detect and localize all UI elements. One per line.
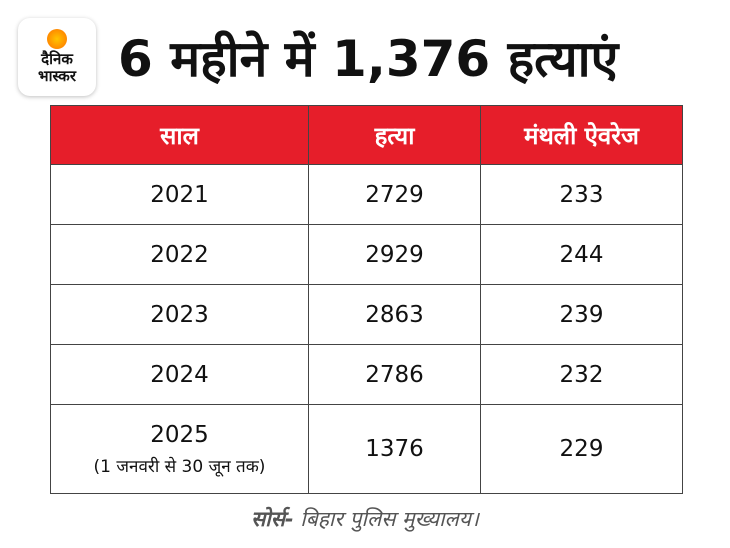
table-row: 2022 2929 244 — [50, 224, 683, 285]
table-row: 2023 2863 239 — [50, 284, 683, 345]
table-row: 2021 2729 233 — [50, 164, 683, 225]
source-text: बिहार पुलिस मुख्यालय। — [293, 507, 479, 531]
header-murders: हत्या — [308, 105, 481, 165]
dainik-bhaskar-logo: दैनिक भास्कर — [18, 18, 96, 96]
source-caption: सोर्स- बिहार पुलिस मुख्यालय। — [0, 505, 730, 533]
cell-average: 239 — [480, 284, 683, 345]
cell-murders: 2929 — [308, 224, 481, 285]
logo-line-1: दैनिक — [41, 50, 73, 68]
logo-line-2: भास्कर — [38, 67, 76, 85]
table-row: 2024 2786 232 — [50, 344, 683, 405]
date-range-note: (1 जनवरी से 30 जून तक) — [93, 456, 266, 477]
cell-murders: 2786 — [308, 344, 481, 405]
cell-average: 233 — [480, 164, 683, 225]
table-header-row: साल हत्या मंथली ऐवरेज — [50, 105, 683, 165]
cell-average: 244 — [480, 224, 683, 285]
cell-murders: 2863 — [308, 284, 481, 345]
cell-year: 2024 — [50, 344, 309, 405]
cell-year-with-note: 2025 (1 जनवरी से 30 जून तक) — [50, 404, 309, 494]
table-row: 2025 (1 जनवरी से 30 जून तक) 1376 229 — [50, 404, 683, 494]
header-year: साल — [50, 105, 309, 165]
source-label: सोर्स- — [251, 507, 294, 531]
sun-icon — [47, 29, 67, 49]
cell-murders: 1376 — [308, 404, 481, 494]
cell-average: 232 — [480, 344, 683, 405]
murder-stats-table: साल हत्या मंथली ऐवरेज 2021 2729 233 2022… — [50, 105, 683, 494]
cell-murders: 2729 — [308, 164, 481, 225]
cell-average: 229 — [480, 404, 683, 494]
cell-year: 2025 — [150, 421, 209, 448]
cell-year: 2021 — [50, 164, 309, 225]
cell-year: 2023 — [50, 284, 309, 345]
page-title: 6 महीने में 1,376 हत्याएं — [118, 30, 619, 88]
cell-year: 2022 — [50, 224, 309, 285]
header-monthly-average: मंथली ऐवरेज — [480, 105, 683, 165]
